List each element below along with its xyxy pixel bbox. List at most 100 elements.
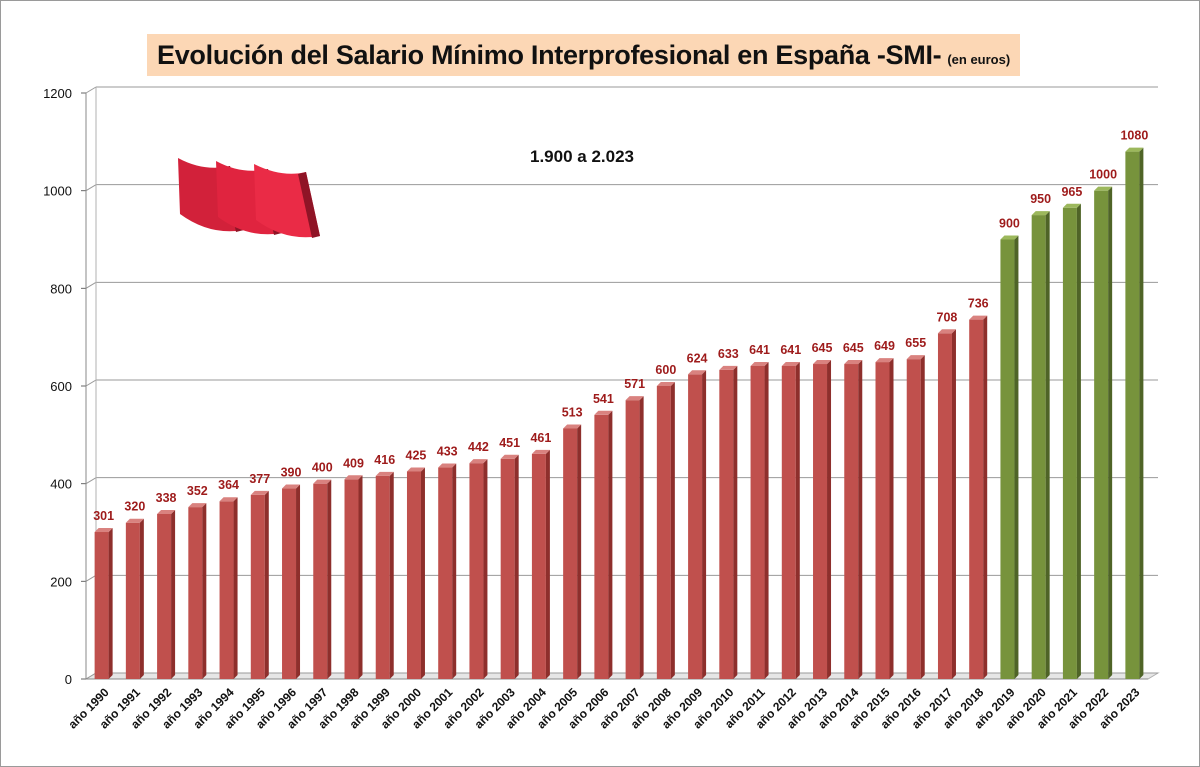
chart-floor [84, 672, 1160, 680]
bar-top [375, 471, 394, 476]
bar-side [983, 315, 988, 679]
bar-front [813, 364, 828, 679]
bar [469, 459, 488, 679]
bar-top [1125, 147, 1144, 152]
bar-front [375, 475, 390, 679]
bar [282, 484, 301, 679]
bar-top [750, 361, 769, 366]
bar-front [125, 522, 140, 679]
bar-side [639, 396, 644, 679]
bar-side [1045, 211, 1050, 680]
bar [906, 355, 925, 679]
bar [1125, 147, 1144, 680]
bar-side [171, 509, 176, 679]
bar-top [406, 467, 425, 472]
bar [563, 424, 582, 679]
bar-top [188, 503, 207, 508]
bar [750, 361, 769, 679]
bars-layer [94, 147, 1144, 680]
bar-side [1108, 186, 1113, 679]
bar-top [625, 396, 644, 401]
value-label: 641 [749, 343, 770, 357]
bar-front [188, 507, 203, 679]
bar-side [327, 479, 332, 679]
value-label: 451 [499, 436, 520, 450]
value-label: 409 [343, 456, 364, 470]
bar-top [313, 479, 332, 484]
gridline-depth [85, 379, 97, 387]
gridline-depth [85, 281, 97, 289]
bar-top [250, 490, 269, 495]
bar-front [344, 479, 359, 679]
bar-front [1000, 239, 1015, 679]
bar-top [344, 475, 363, 480]
bar-side [795, 361, 800, 679]
bar-side [264, 490, 269, 679]
bar-top [157, 509, 176, 514]
bar-top [1094, 186, 1113, 191]
bar-side [608, 410, 613, 679]
bar-side [139, 518, 144, 679]
bar-side [233, 497, 238, 679]
bar [656, 382, 675, 679]
bar-side [951, 329, 956, 679]
bar [344, 475, 363, 679]
bar [188, 503, 207, 679]
gridline-depth [85, 574, 97, 582]
bar-top [94, 528, 113, 533]
value-label: 736 [968, 297, 989, 311]
bar-side [733, 365, 738, 679]
value-label: 571 [624, 377, 645, 391]
bar-front [1062, 207, 1077, 679]
bar [375, 471, 394, 679]
chart-title-box: Evolución del Salario Mínimo Interprofes… [147, 34, 1021, 76]
y-tick-label: 400 [50, 477, 72, 492]
value-label: 1000 [1089, 168, 1117, 182]
y-tick-label: 200 [50, 574, 72, 589]
value-label: 390 [281, 466, 302, 480]
value-label: 649 [874, 339, 895, 353]
chart-title: Evolución del Salario Mínimo Interprofes… [157, 39, 942, 70]
bar-side [1139, 147, 1144, 680]
bar-side [545, 449, 550, 679]
bar-top [813, 360, 832, 365]
bar-front [750, 365, 765, 679]
bar [937, 329, 956, 679]
bar-front [157, 513, 172, 679]
value-label: 655 [905, 336, 926, 350]
y-tick-label: 1200 [43, 86, 72, 101]
bar-side [702, 370, 707, 679]
value-label: 600 [655, 363, 676, 377]
bar [1000, 235, 1019, 679]
value-label: 400 [312, 461, 333, 475]
bar-top [719, 365, 738, 370]
bar-top [781, 361, 800, 366]
bar-side [920, 355, 925, 679]
gridline-depth [85, 86, 97, 94]
value-label: 425 [406, 448, 427, 462]
bar-top [500, 454, 519, 459]
bar-front [656, 386, 671, 679]
bar [875, 358, 894, 679]
bar-front [625, 400, 640, 679]
gridline-depth [85, 477, 97, 485]
bar-side [202, 503, 207, 679]
bar-side [483, 459, 488, 679]
bar-front [94, 532, 109, 679]
bar-side [577, 424, 582, 679]
bar-front [969, 319, 984, 679]
logo-flags [178, 158, 320, 238]
bar [781, 361, 800, 679]
bar [594, 410, 613, 679]
bar-side [1076, 203, 1081, 679]
bar [688, 370, 707, 679]
bar [94, 528, 113, 679]
bar [157, 509, 176, 679]
bar-top [1062, 203, 1081, 208]
bar-top [656, 382, 675, 386]
bar-front [250, 494, 265, 679]
bar-side [764, 361, 769, 679]
bar-top [282, 484, 301, 489]
